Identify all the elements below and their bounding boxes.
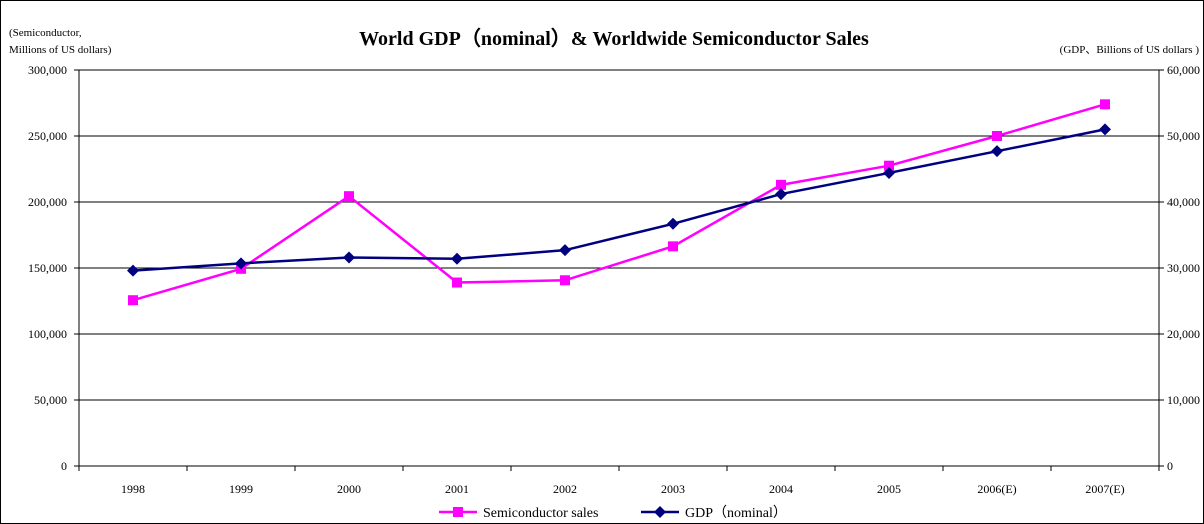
semiconductor-point — [992, 131, 1002, 141]
right-tick-label: 30,000 — [1167, 261, 1200, 275]
semiconductor-point — [884, 160, 894, 171]
series-line-semiconductor — [132, 103, 1106, 302]
series — [127, 99, 1111, 306]
legend-marker-gdp — [654, 506, 666, 518]
semiconductor-point — [1100, 99, 1110, 110]
gdp-point — [991, 145, 1003, 158]
chart-title: World GDP（nominal）& Worldwide Semiconduc… — [359, 27, 869, 50]
gdp-point — [235, 257, 247, 270]
gdp-point — [1099, 123, 1111, 136]
x-tick-label: 2002 — [553, 482, 577, 496]
left-tick-label: 0 — [61, 459, 67, 473]
x-tick-label: 2006(E) — [977, 482, 1016, 496]
gdp-point — [451, 252, 463, 265]
left-tick-label: 150,000 — [28, 261, 67, 275]
x-tick-label: 1998 — [121, 482, 145, 496]
x-tick-label: 2007(E) — [1085, 482, 1124, 496]
left-tick-label: 200,000 — [28, 195, 67, 209]
gridlines — [79, 69, 1159, 401]
right-axis-unit: (GDP、Billions of US dollars ) — [1060, 44, 1200, 56]
x-tick-label: 1999 — [229, 482, 253, 496]
right-tick-label: 20,000 — [1167, 327, 1200, 341]
legend-label-gdp: GDP（nominal） — [685, 505, 787, 521]
left-tick-label: 50,000 — [34, 393, 67, 407]
tick-labels: 0 50,000 100,000 150,000 200,000 250,000 300,0… — [28, 63, 1200, 496]
right-tick-label: 40,000 — [1167, 195, 1200, 209]
gdp-point — [883, 166, 895, 179]
legend: Semiconductor sales GDP（nominal） — [439, 505, 787, 521]
gdp-point — [667, 217, 679, 230]
semiconductor-point — [668, 241, 678, 252]
gdp-point — [343, 251, 355, 264]
legend-marker-semiconductor — [453, 507, 463, 517]
x-tick-label: 2001 — [445, 482, 469, 496]
semiconductor-point — [128, 295, 138, 306]
series-line-gdp — [132, 128, 1106, 272]
left-tick-label: 250,000 — [28, 129, 67, 143]
x-tick-label: 2000 — [337, 482, 361, 496]
left-axis-unit-line1: (Semiconductor, — [9, 27, 82, 39]
gdp-point — [127, 264, 139, 277]
gdp-point — [559, 244, 571, 257]
x-tick-label: 2003 — [661, 482, 685, 496]
legend-label-semiconductor: Semiconductor sales — [483, 506, 598, 521]
right-tick-label: 60,000 — [1167, 63, 1200, 77]
gdp-point — [775, 188, 787, 201]
left-tick-label: 100,000 — [28, 327, 67, 341]
right-tick-label: 0 — [1167, 459, 1173, 473]
x-tick-label: 2005 — [877, 482, 901, 496]
x-tick-label: 2004 — [769, 482, 793, 496]
semiconductor-point — [452, 277, 462, 288]
left-axis-unit-line2: Millions of US dollars) — [9, 44, 112, 56]
axes — [74, 69, 1164, 471]
left-tick-label: 300,000 — [28, 63, 67, 77]
semiconductor-point — [776, 179, 786, 190]
right-tick-label: 50,000 — [1167, 129, 1200, 143]
semiconductor-point — [560, 275, 570, 286]
semiconductor-point — [344, 191, 354, 202]
right-tick-label: 10,000 — [1167, 393, 1200, 407]
